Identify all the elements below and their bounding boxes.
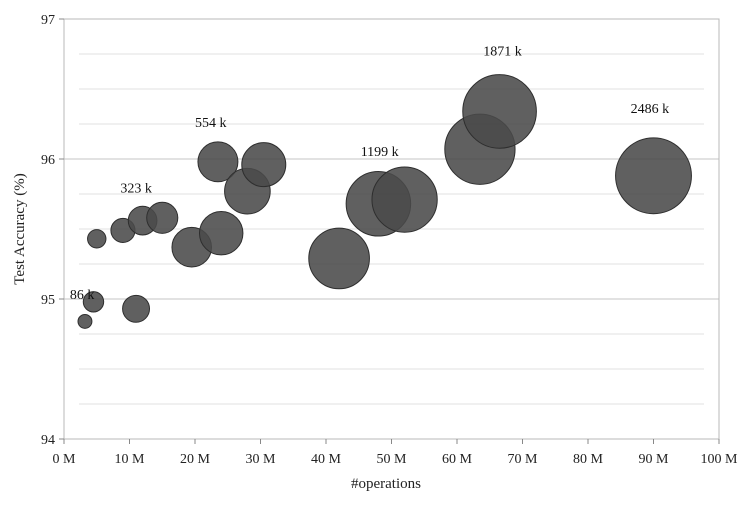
x-tick-label-0: 0 M: [53, 452, 77, 467]
x-tick-label-10: 100 M: [701, 452, 739, 467]
bubble-6: [146, 201, 179, 234]
x-tick-label-5: 50 M: [377, 452, 408, 467]
bubble-12: [308, 227, 370, 290]
x-tick-label-4: 40 M: [311, 452, 342, 467]
bubble-17: [615, 137, 692, 215]
y-axis-title: Test Accuracy (%): [12, 173, 28, 284]
major-gridlines: [64, 158, 719, 300]
bubble-2: [87, 229, 107, 249]
x-tick-label-6: 60 M: [442, 452, 473, 467]
bubble-9: [198, 210, 244, 256]
x-tick-label-1: 10 M: [115, 452, 146, 467]
x-axis-title: #operations: [351, 476, 421, 492]
x-axis-tick-labels: 0 M 10 M 20 M 30 M 40 M 50 M 60 M 70 M 80 M 90 M 1…: [53, 439, 739, 467]
bubble-data-labels: 86 k 323 k 554 k 1199 k 1871 k 2486 k: [70, 44, 669, 303]
bubble-label-5: 2486 k: [631, 102, 670, 117]
bubble-8: [197, 141, 239, 183]
x-tick-label-3: 30 M: [246, 452, 277, 467]
bubble-series: [77, 74, 692, 329]
bubble-1: [82, 291, 105, 313]
bubble-label-0: 86 k: [70, 288, 95, 303]
y-axis-tick-labels: 94 95 96 97: [41, 13, 64, 448]
y-tick-label-1: 95: [41, 293, 55, 308]
y-tick-label-0: 94: [41, 433, 55, 448]
x-tick-label-2: 20 M: [180, 452, 211, 467]
bubble-label-3: 1199 k: [361, 145, 399, 160]
x-tick-label-9: 90 M: [639, 452, 670, 467]
bubble-label-2: 554 k: [195, 116, 227, 131]
bubble-label-1: 323 k: [120, 182, 152, 197]
bubble-11: [241, 142, 287, 188]
y-tick-label-3: 97: [41, 13, 55, 28]
bubble-0: [77, 313, 93, 329]
bubble-16: [462, 74, 537, 149]
x-tick-label-8: 80 M: [573, 452, 604, 467]
bubble-14: [371, 166, 438, 233]
x-tick-label-7: 70 M: [508, 452, 539, 467]
y-tick-label-2: 96: [41, 153, 55, 168]
bubble-label-4: 1871 k: [483, 44, 522, 59]
bubble-4: [122, 294, 151, 323]
